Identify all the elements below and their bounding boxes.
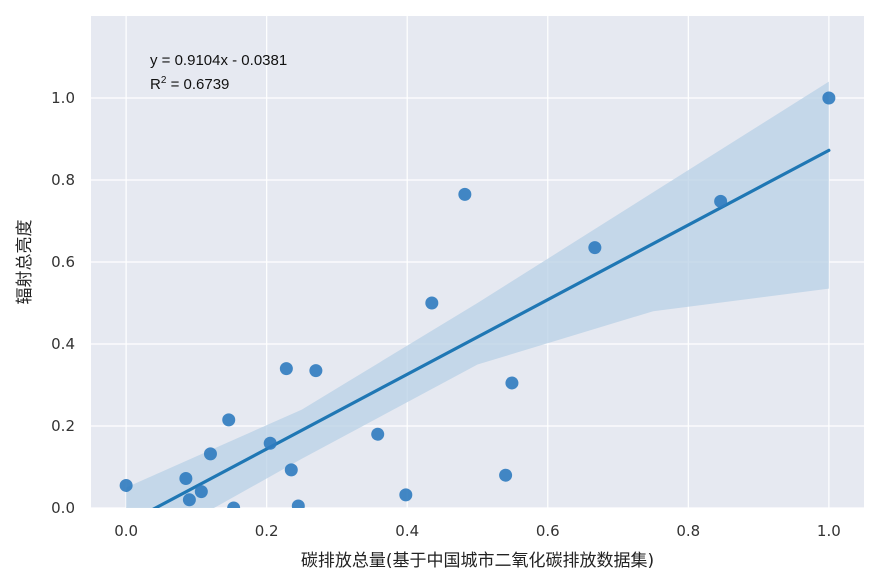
confidence-band — [126, 81, 829, 508]
data-point-14 — [425, 296, 439, 310]
y-tick-label: 0.2 — [51, 417, 75, 435]
r-squared-prefix: R — [150, 76, 161, 93]
y-tick-labels: 0.0 0.2 0.4 0.6 0.8 1.0 — [51, 89, 75, 517]
x-tick-labels: 0.0 0.2 0.4 0.6 0.8 1.0 — [114, 522, 841, 540]
x-tick-label: 0.6 — [536, 522, 560, 540]
data-point-10 — [291, 499, 305, 508]
x-tick-label: 0.4 — [395, 522, 419, 540]
data-point-5 — [222, 413, 236, 427]
data-point-8 — [279, 362, 293, 376]
data-point-7 — [263, 436, 277, 450]
r-squared-value: = 0.6739 — [166, 76, 229, 93]
data-point-15 — [458, 187, 472, 201]
confidence-band-area — [126, 81, 829, 508]
regression-line-group — [152, 148, 831, 508]
regression-line — [152, 148, 831, 508]
x-tick-label: 0.0 — [114, 522, 138, 540]
r-squared-superscript: 2 — [161, 75, 167, 86]
r-squared-label: R2 = 0.6739 — [150, 75, 229, 93]
data-point-2 — [182, 493, 196, 507]
regression-equation: y = 0.9104x - 0.0381 — [150, 52, 287, 69]
y-tick-label: 0.0 — [51, 499, 75, 517]
x-tick-label: 1.0 — [817, 522, 841, 540]
data-point-9 — [284, 463, 298, 477]
y-tick-label: 0.6 — [51, 253, 75, 271]
data-point-13 — [399, 488, 413, 502]
data-point-18 — [588, 241, 602, 255]
data-point-0 — [119, 478, 133, 492]
data-point-1 — [179, 471, 193, 485]
x-tick-label: 0.2 — [255, 522, 279, 540]
y-tick-label: 0.4 — [51, 335, 75, 353]
x-axis-title: 碳排放总量(基于中国城市二氧化碳排放数据集) — [301, 551, 654, 571]
y-tick-label: 1.0 — [51, 89, 75, 107]
data-point-17 — [505, 376, 519, 390]
y-tick-label: 0.8 — [51, 171, 75, 189]
data-point-19 — [714, 194, 728, 208]
data-point-6 — [227, 501, 241, 508]
data-point-16 — [499, 468, 513, 482]
data-point-12 — [371, 427, 385, 441]
data-point-20 — [822, 91, 836, 105]
x-tick-label: 0.8 — [676, 522, 700, 540]
data-point-3 — [194, 485, 208, 499]
data-point-11 — [309, 364, 323, 378]
y-axis-title: 辐射总亮度 — [15, 220, 35, 305]
data-points — [119, 91, 836, 508]
data-point-4 — [203, 447, 217, 461]
